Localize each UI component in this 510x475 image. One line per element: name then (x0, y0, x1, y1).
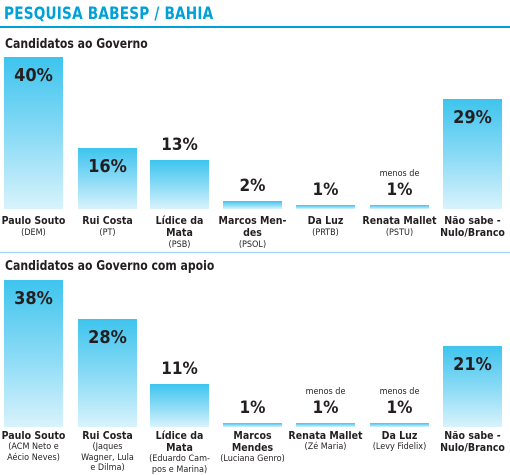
value-label-6: 1% (360, 398, 440, 418)
party-label-2: (Jaques Wagner, Lula e Dilma) (70, 442, 146, 474)
category-label-4: Marcos Mendes (215, 430, 291, 454)
bar-4 (223, 423, 282, 427)
value-label-1: 38% (0, 288, 74, 309)
category-label-3: Lídice da Mata (142, 430, 218, 454)
value-label-5: 1% (286, 398, 366, 418)
category-label-6: Da Luz (362, 430, 438, 442)
party-label-6: (Levy Fidelix) (362, 442, 438, 453)
party-label-1: (ACM Neto e Aécio Neves) (0, 442, 72, 463)
value-label-4: 1% (213, 398, 293, 418)
category-label-1: Paulo Souto (0, 430, 72, 442)
party-label-3: (Eduardo Cam- pos e Marina) (142, 454, 218, 475)
bar-3 (150, 384, 209, 427)
category-label-7: Não sabe - Nulo/Branco (435, 430, 510, 454)
value-label-7: 21% (433, 354, 510, 375)
category-label-2: Rui Costa (70, 430, 146, 442)
category-label-5: Renata Mallet (288, 430, 364, 442)
value-prefix-6: menos de (360, 387, 440, 397)
value-prefix-5: menos de (286, 387, 366, 397)
value-label-3: 11% (140, 359, 220, 379)
value-label-2: 28% (68, 327, 148, 348)
party-label-4: (Luciana Genro) (215, 454, 291, 465)
bar-5 (296, 423, 355, 427)
party-label-5: (Zé Maria) (288, 442, 364, 453)
bar-6 (370, 423, 429, 427)
